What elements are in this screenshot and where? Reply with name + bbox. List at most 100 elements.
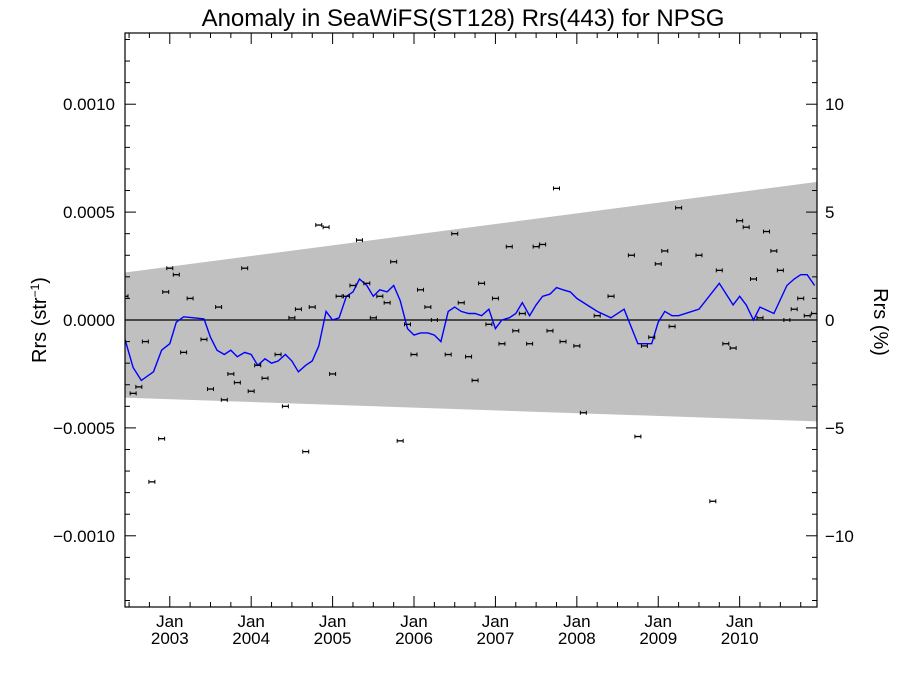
data-point <box>349 283 357 288</box>
x-tick-label-year: 2008 <box>558 629 596 648</box>
data-point <box>254 363 262 368</box>
data-point <box>627 253 635 258</box>
data-point <box>715 268 723 273</box>
y-axis-label-left-main: Rrs (str <box>29 297 51 363</box>
y-axis-label-left-end: ) <box>29 277 51 284</box>
data-point <box>457 300 465 305</box>
data-point <box>302 449 310 454</box>
x-tick-label-year: 2007 <box>477 629 515 648</box>
data-point <box>363 281 371 286</box>
data-point <box>261 376 269 381</box>
data-point <box>148 479 156 484</box>
plot-inner <box>125 181 817 504</box>
x-tick-label-year: 2003 <box>151 629 189 648</box>
data-point <box>485 322 493 327</box>
series-line-smoothed-anomaly <box>125 274 816 382</box>
y-right-tick-label: −10 <box>825 527 854 546</box>
data-point <box>465 354 473 359</box>
x-tick-label-month: Jan <box>645 612 672 631</box>
x-tick-label-year: 2009 <box>639 629 677 648</box>
data-point <box>329 371 337 376</box>
data-point <box>206 387 214 392</box>
data-point <box>430 318 438 322</box>
data-point <box>742 225 750 230</box>
x-tick-label-year: 2005 <box>314 629 352 648</box>
data-point <box>172 272 180 277</box>
data-point <box>424 305 432 310</box>
uncertainty-band <box>125 181 817 422</box>
data-point <box>125 294 129 299</box>
data-point <box>342 294 350 299</box>
data-point <box>315 223 323 228</box>
data-point <box>634 434 642 439</box>
data-point <box>281 404 289 409</box>
data-point <box>749 277 757 281</box>
data-point <box>233 380 241 385</box>
x-tick-label-month: Jan <box>400 612 427 631</box>
data-point <box>695 253 703 258</box>
data-point <box>803 313 811 318</box>
x-tick-label-month: Jan <box>156 612 183 631</box>
x-tick-label-month: Jan <box>482 612 509 631</box>
y-left-tick-label: −0.0005 <box>53 419 115 438</box>
y-right-tick-label: 10 <box>825 95 844 114</box>
data-point <box>763 229 771 234</box>
y-right-tick-label: 0 <box>825 311 834 330</box>
data-point <box>729 346 737 351</box>
data-point <box>512 328 520 333</box>
data-point <box>355 238 363 243</box>
data-point <box>390 259 398 264</box>
data-point <box>220 397 228 402</box>
data-point <box>308 305 316 310</box>
y-right-tick-label: −5 <box>825 419 844 438</box>
data-point <box>709 499 717 504</box>
x-tick-label-month: Jan <box>319 612 346 631</box>
data-point <box>722 341 730 346</box>
data-point <box>451 231 459 236</box>
plot-area: 0.0010 0.0005 0.0000 −0.0005 −0.0010 10 5 0 −5 −1… <box>53 32 854 648</box>
data-point <box>661 248 669 253</box>
data-point <box>247 389 255 394</box>
data-point <box>471 378 479 383</box>
data-point <box>770 248 778 253</box>
data-point <box>518 311 526 316</box>
y-left-tick-label: 0.0005 <box>63 203 115 222</box>
y-left-tick-label: 0.0000 <box>63 311 115 330</box>
data-point <box>546 328 554 333</box>
data-point <box>573 343 581 348</box>
data-point <box>335 294 343 299</box>
data-point <box>593 313 601 318</box>
data-point <box>369 315 377 320</box>
data-point <box>376 294 384 299</box>
data-point <box>797 296 805 301</box>
data-point <box>227 371 235 376</box>
y-axis-label-left-sup: −1 <box>28 283 42 297</box>
data-point <box>654 261 662 266</box>
y-right-tick-label: 5 <box>825 203 834 222</box>
y-left-tick-label: −0.0010 <box>53 527 115 546</box>
data-point <box>294 307 302 312</box>
data-point <box>141 339 149 344</box>
data-point <box>186 296 194 301</box>
data-point <box>417 287 425 292</box>
x-tick-label-year: 2010 <box>721 629 759 648</box>
data-point <box>559 339 567 344</box>
data-point <box>215 305 223 310</box>
data-point <box>648 335 656 340</box>
data-point <box>241 266 249 271</box>
data-point <box>790 307 798 312</box>
data-point <box>288 315 296 320</box>
data-point <box>200 337 208 342</box>
x-tick-label-month: Jan <box>563 612 590 631</box>
data-point <box>135 384 143 389</box>
chart-title: Anomaly in SeaWiFS(ST128) Rrs(443) for N… <box>202 5 725 32</box>
data-point <box>396 438 404 443</box>
data-point <box>505 244 513 249</box>
data-point <box>410 352 418 357</box>
data-point <box>539 242 547 247</box>
data-point <box>498 341 506 346</box>
data-point <box>756 315 764 320</box>
data-point <box>532 244 540 249</box>
data-point <box>403 322 411 327</box>
y-axis-label-right: Rrs (%) <box>869 288 891 356</box>
